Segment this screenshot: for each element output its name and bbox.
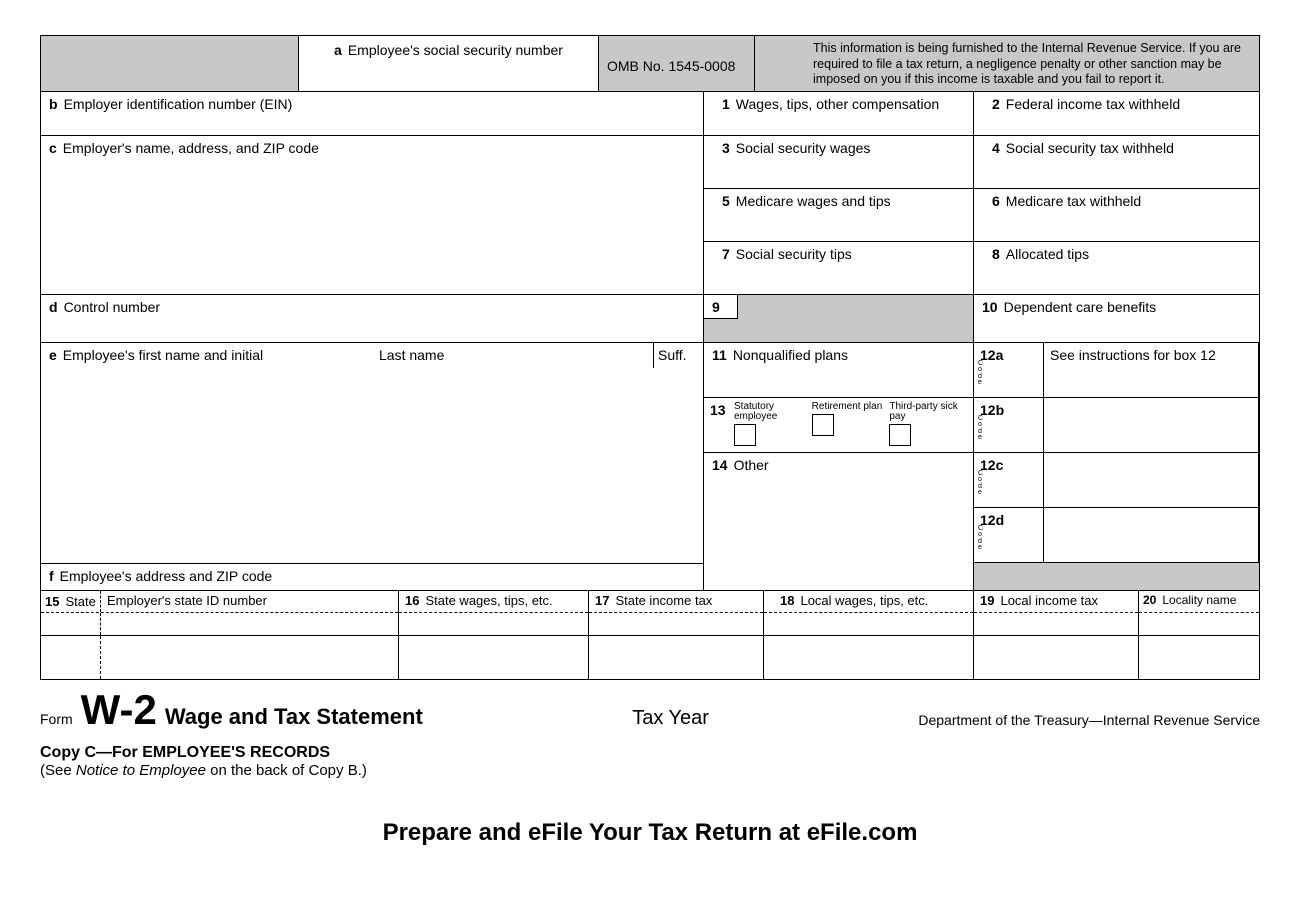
checkbox-statutory[interactable] bbox=[734, 424, 756, 446]
box-12d-label: 12d bbox=[980, 512, 1004, 528]
box-15-label: State bbox=[65, 594, 95, 609]
box-18: 18Local wages, tips, etc. bbox=[764, 591, 973, 613]
box-e-suff-label: Suff. bbox=[658, 347, 687, 363]
box-15-ein-label: Employer's state ID number bbox=[107, 593, 267, 608]
box-10-label: Dependent care benefits bbox=[1004, 299, 1157, 315]
notice-box: This information is being furnished to t… bbox=[755, 36, 1259, 92]
form-word: Form bbox=[40, 711, 73, 727]
checkbox-retirement[interactable] bbox=[812, 414, 834, 436]
box-5-label: Medicare wages and tips bbox=[736, 193, 891, 209]
box-11-label: Nonqualified plans bbox=[733, 347, 848, 363]
box-14-label: Other bbox=[734, 457, 769, 473]
box-20-label: Locality name bbox=[1162, 593, 1236, 607]
box-12c: 12c Code bbox=[974, 453, 1259, 508]
box-7: 7Social security tips bbox=[704, 242, 974, 295]
box-7-label: Social security tips bbox=[736, 246, 852, 262]
box-19-label: Local income tax bbox=[1000, 593, 1098, 608]
box-e-suff: Suff. bbox=[653, 343, 703, 368]
box-19: 19Local income tax bbox=[974, 591, 1138, 613]
box-5: 5Medicare wages and tips bbox=[704, 189, 974, 242]
box-13-tp-label: Third-party sick pay bbox=[889, 402, 967, 422]
box-c-label: Employer's name, address, and ZIP code bbox=[63, 140, 319, 156]
copy-sub-italic: Notice to Employee bbox=[76, 762, 206, 779]
box-3: 3Social security wages bbox=[704, 136, 974, 189]
copy-block: Copy C—For EMPLOYEE'S RECORDS (See Notic… bbox=[40, 744, 1260, 779]
box-17: 17State income tax bbox=[589, 591, 763, 613]
box-12b: 12b Code bbox=[974, 398, 1259, 453]
box-a-label: Employee's social security number bbox=[348, 42, 563, 58]
box-12-gray bbox=[974, 563, 1259, 591]
efile-line: Prepare and eFile Your Tax Return at eFi… bbox=[40, 819, 1260, 847]
dept-text: Department of the Treasury—Internal Reve… bbox=[918, 712, 1260, 728]
form-number: W-2 bbox=[81, 686, 157, 734]
box-e-label: Employee's first name and initial bbox=[63, 347, 263, 363]
box-a: aEmployee's social security number bbox=[299, 36, 599, 92]
form-title: Wage and Tax Statement bbox=[165, 704, 423, 730]
box-16-label: State wages, tips, etc. bbox=[425, 593, 552, 608]
tax-year-label: Tax Year bbox=[632, 707, 709, 729]
box-18-label: Local wages, tips, etc. bbox=[800, 593, 928, 608]
box-b: bEmployer identification number (EIN) bbox=[41, 92, 704, 136]
box-2-label: Federal income tax withheld bbox=[1006, 96, 1180, 112]
box-12c-label: 12c bbox=[980, 457, 1003, 473]
box-12d: 12d Code bbox=[974, 508, 1259, 563]
box-4: 4Social security tax withheld bbox=[974, 136, 1259, 189]
tax-year: Tax Year bbox=[423, 707, 919, 734]
form-title-block: Form W-2 Wage and Tax Statement bbox=[40, 686, 423, 734]
omb-text: OMB No. 1545-0008 bbox=[607, 58, 735, 74]
w2-form: aEmployee's social security number OMB N… bbox=[40, 35, 1260, 680]
box-13: 13 Statutory employee Retirement plan Th… bbox=[704, 398, 973, 453]
efile-text: Prepare and eFile Your Tax Return at eFi… bbox=[383, 819, 918, 846]
box-6: 6Medicare tax withheld bbox=[974, 189, 1259, 242]
box-11: 11Nonqualified plans bbox=[704, 343, 973, 398]
box-a-left-gray bbox=[41, 36, 299, 92]
box-12a-label: See instructions for box 12 bbox=[1050, 347, 1216, 363]
box-4-label: Social security tax withheld bbox=[1006, 140, 1174, 156]
box-17-label: State income tax bbox=[615, 593, 712, 608]
box-13-stat-label: Statutory employee bbox=[734, 402, 812, 422]
box-2: 2Federal income tax withheld bbox=[974, 92, 1259, 136]
copy-sub-1: (See bbox=[40, 762, 76, 779]
box-9: 9 bbox=[704, 295, 974, 343]
box-8: 8Allocated tips bbox=[974, 242, 1259, 295]
box-8-label: Allocated tips bbox=[1006, 246, 1089, 262]
box-c: cEmployer's name, address, and ZIP code bbox=[41, 136, 704, 295]
box-1: 1Wages, tips, other compensation bbox=[704, 92, 974, 136]
box-12a: 12a Code See instructions for box 12 bbox=[974, 343, 1259, 398]
box-e-last-label: Last name bbox=[379, 347, 444, 363]
box-f: fEmployee's address and ZIP code bbox=[41, 563, 703, 591]
copy-line: Copy C—For EMPLOYEE'S RECORDS bbox=[40, 744, 1260, 762]
box-f-label: Employee's address and ZIP code bbox=[60, 568, 273, 584]
box-15: 15State bbox=[41, 591, 101, 612]
checkbox-thirdparty[interactable] bbox=[889, 424, 911, 446]
box-1-label: Wages, tips, other compensation bbox=[736, 96, 939, 112]
box-20: 20Locality name bbox=[1139, 591, 1259, 613]
box-10: 10Dependent care benefits bbox=[974, 295, 1259, 343]
box-d: dControl number bbox=[41, 295, 704, 343]
dept-line: Department of the Treasury—Internal Reve… bbox=[918, 712, 1260, 734]
box-16: 16State wages, tips, etc. bbox=[399, 591, 588, 613]
box-12b-label: 12b bbox=[980, 402, 1004, 418]
box-b-label: Employer identification number (EIN) bbox=[64, 96, 293, 112]
box-3-label: Social security wages bbox=[736, 140, 871, 156]
box-6-label: Medicare tax withheld bbox=[1006, 193, 1141, 209]
copy-sub-2: on the back of Copy B.) bbox=[206, 762, 367, 779]
box-14: 14Other bbox=[704, 453, 973, 591]
box-15-ein: Employer's state ID number bbox=[101, 591, 398, 612]
box-e-first: eEmployee's first name and initial bbox=[41, 343, 371, 368]
box-13-ret-label: Retirement plan bbox=[812, 402, 890, 412]
notice-text: This information is being furnished to t… bbox=[813, 41, 1241, 86]
box-d-label: Control number bbox=[64, 299, 161, 315]
box-e-last: Last name bbox=[371, 343, 653, 368]
omb-box: OMB No. 1545-0008 bbox=[599, 36, 755, 92]
